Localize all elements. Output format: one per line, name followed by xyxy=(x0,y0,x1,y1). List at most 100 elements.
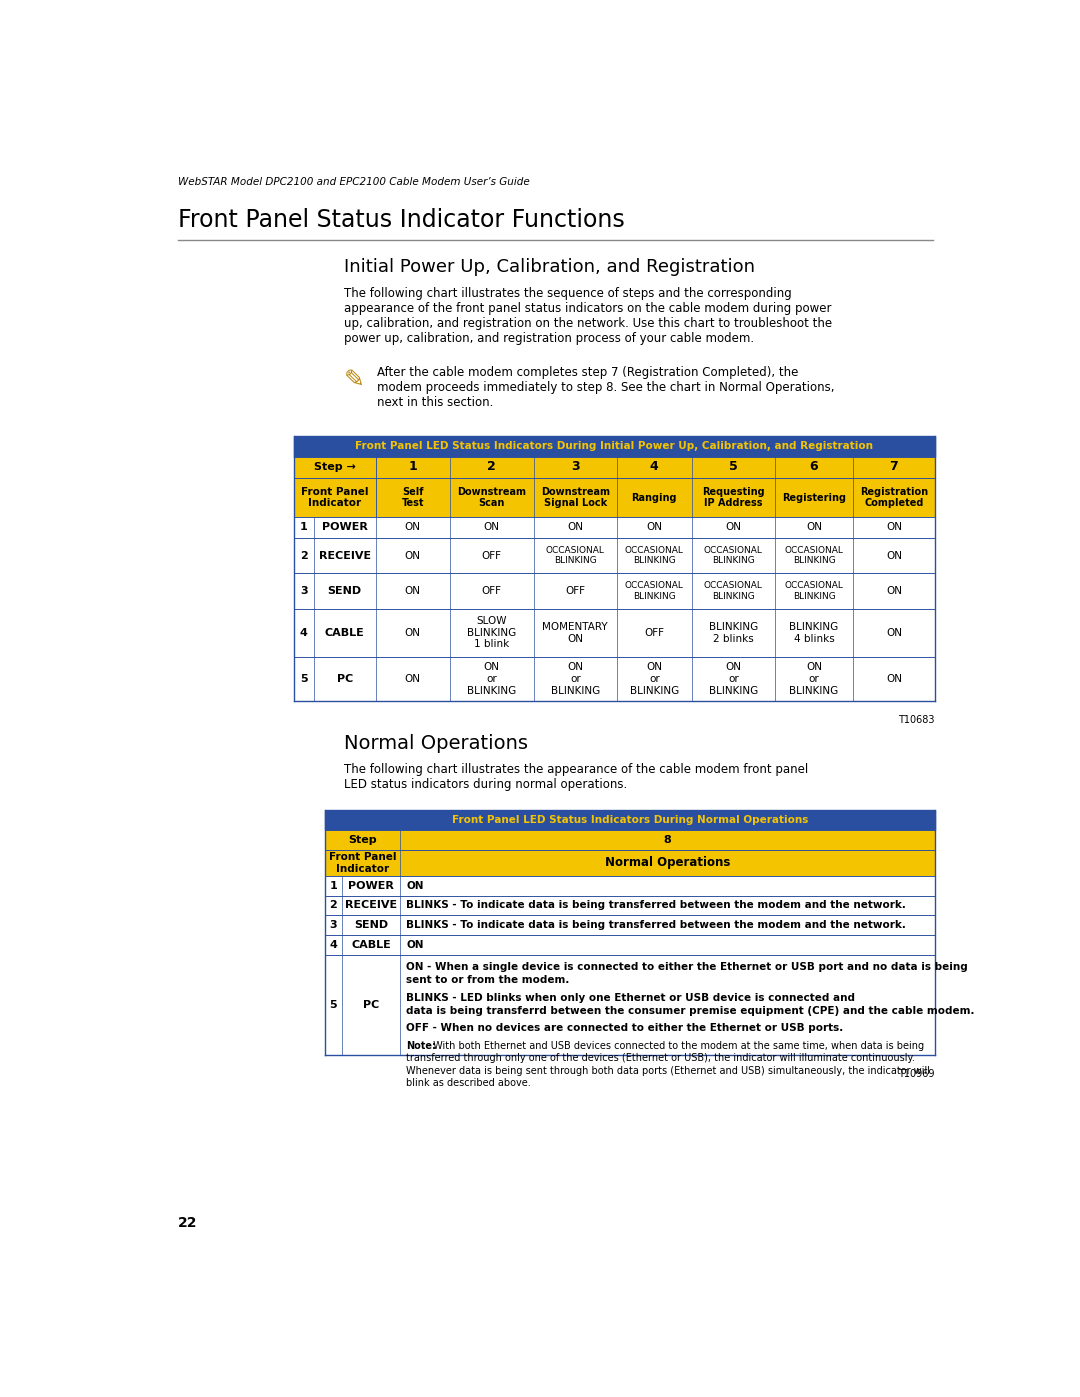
Text: blink as described above.: blink as described above. xyxy=(406,1078,531,1088)
Text: Initial Power Up, Calibration, and Registration: Initial Power Up, Calibration, and Regis… xyxy=(345,257,755,275)
Text: CABLE: CABLE xyxy=(351,940,391,950)
Bar xyxy=(294,657,935,701)
Bar xyxy=(294,573,935,609)
Text: BLINKS - To indicate data is being transferred between the modem and the network: BLINKS - To indicate data is being trans… xyxy=(406,921,906,930)
Text: ON: ON xyxy=(646,522,662,532)
Text: SEND: SEND xyxy=(354,921,388,930)
Text: WebSTAR Model DPC2100 and EPC2100 Cable Modem User’s Guide: WebSTAR Model DPC2100 and EPC2100 Cable … xyxy=(177,177,529,187)
Text: ON: ON xyxy=(886,522,902,532)
Text: 2: 2 xyxy=(300,550,308,560)
Text: OCCASIONAL
BLINKING: OCCASIONAL BLINKING xyxy=(625,546,684,566)
Text: ON: ON xyxy=(886,673,902,685)
Text: ON
or
BLINKING: ON or BLINKING xyxy=(551,662,599,696)
Text: 5: 5 xyxy=(329,1000,337,1010)
Text: Normal Operations: Normal Operations xyxy=(345,733,528,753)
Bar xyxy=(325,830,935,849)
Text: OCCASIONAL
BLINKING: OCCASIONAL BLINKING xyxy=(785,581,843,601)
Text: OCCASIONAL
BLINKING: OCCASIONAL BLINKING xyxy=(704,546,762,566)
Text: next in this section.: next in this section. xyxy=(377,397,494,409)
Text: 7: 7 xyxy=(890,461,899,474)
Bar xyxy=(294,478,935,517)
Text: ✎: ✎ xyxy=(345,367,365,391)
Text: ON
or
BLINKING: ON or BLINKING xyxy=(468,662,516,696)
Text: OFF: OFF xyxy=(482,550,502,560)
Text: Registering: Registering xyxy=(782,493,846,503)
Text: 2: 2 xyxy=(487,461,496,474)
Text: power up, calibration, and registration process of your cable modem.: power up, calibration, and registration … xyxy=(345,332,754,345)
Text: POWER: POWER xyxy=(322,522,367,532)
Text: BLINKS - LED blinks when only one Ethernet or USB device is connected and: BLINKS - LED blinks when only one Ethern… xyxy=(406,992,855,1003)
Text: 8: 8 xyxy=(663,835,672,845)
Text: ON
or
BLINKING: ON or BLINKING xyxy=(708,662,758,696)
Text: Self
Test: Self Test xyxy=(402,486,424,509)
Text: The following chart illustrates the sequence of steps and the corresponding: The following chart illustrates the sequ… xyxy=(345,286,792,300)
Text: PC: PC xyxy=(337,673,353,685)
Bar xyxy=(325,915,935,935)
Text: Front Panel
Indicator: Front Panel Indicator xyxy=(301,486,368,509)
Text: BLINKING
2 blinks: BLINKING 2 blinks xyxy=(708,622,758,644)
Text: Front Panel Status Indicator Functions: Front Panel Status Indicator Functions xyxy=(177,208,624,232)
Text: ON: ON xyxy=(567,522,583,532)
Text: OFF: OFF xyxy=(565,587,585,597)
Text: ON
or
BLINKING: ON or BLINKING xyxy=(630,662,679,696)
Text: data is being transferrd between the consumer premise equipment (CPE) and the ca: data is being transferrd between the con… xyxy=(406,1006,975,1016)
Text: Downstream
Signal Lock: Downstream Signal Lock xyxy=(541,486,610,509)
Text: 1: 1 xyxy=(329,882,337,891)
Text: MOMENTARY
ON: MOMENTARY ON xyxy=(542,622,608,644)
Text: 4: 4 xyxy=(650,461,659,474)
Text: 3: 3 xyxy=(571,461,580,474)
Text: Normal Operations: Normal Operations xyxy=(605,856,730,869)
Text: POWER: POWER xyxy=(348,882,394,891)
Text: OFF: OFF xyxy=(482,587,502,597)
Text: T10969: T10969 xyxy=(899,1069,935,1078)
Text: ON: ON xyxy=(405,550,421,560)
Text: Requesting
IP Address: Requesting IP Address xyxy=(702,486,765,509)
Text: SLOW
BLINKING
1 blink: SLOW BLINKING 1 blink xyxy=(468,616,516,650)
Text: Front Panel
Indicator: Front Panel Indicator xyxy=(328,852,396,873)
Text: ON
or
BLINKING: ON or BLINKING xyxy=(789,662,839,696)
Bar xyxy=(325,876,935,895)
Text: After the cable modem completes step 7 (Registration Completed), the: After the cable modem completes step 7 (… xyxy=(377,366,798,380)
Text: Step →: Step → xyxy=(314,462,355,472)
Text: Step: Step xyxy=(348,835,377,845)
Text: The following chart illustrates the appearance of the cable modem front panel: The following chart illustrates the appe… xyxy=(345,763,809,775)
Text: ON: ON xyxy=(886,627,902,637)
Text: With both Ethernet and USB devices connected to the modem at the same time, when: With both Ethernet and USB devices conne… xyxy=(430,1041,923,1051)
Text: LED status indicators during normal operations.: LED status indicators during normal oper… xyxy=(345,778,627,791)
Text: ON: ON xyxy=(405,627,421,637)
Text: RECEIVE: RECEIVE xyxy=(345,901,397,911)
Text: Whenever data is being sent through both data ports (Ethernet and USB) simultane: Whenever data is being sent through both… xyxy=(406,1066,930,1076)
Text: ON: ON xyxy=(806,522,822,532)
Text: sent to or from the modem.: sent to or from the modem. xyxy=(406,975,569,985)
Text: ON: ON xyxy=(886,587,902,597)
Text: OFF: OFF xyxy=(645,627,664,637)
Text: OCCASIONAL
BLINKING: OCCASIONAL BLINKING xyxy=(785,546,843,566)
Text: ON: ON xyxy=(484,522,500,532)
Text: Ranging: Ranging xyxy=(632,493,677,503)
Text: Registration
Completed: Registration Completed xyxy=(860,486,928,509)
Text: ON: ON xyxy=(405,673,421,685)
Bar xyxy=(294,538,935,573)
Text: PC: PC xyxy=(363,1000,379,1010)
Text: 2: 2 xyxy=(329,901,337,911)
Text: 3: 3 xyxy=(300,587,308,597)
Text: 22: 22 xyxy=(177,1217,198,1231)
Text: SEND: SEND xyxy=(327,587,362,597)
Bar xyxy=(294,609,935,657)
Text: 4: 4 xyxy=(300,627,308,637)
Text: OFF - When no devices are connected to either the Ethernet or USB ports.: OFF - When no devices are connected to e… xyxy=(406,1024,843,1034)
Bar xyxy=(294,457,935,478)
Text: OCCASIONAL
BLINKING: OCCASIONAL BLINKING xyxy=(625,581,684,601)
Text: ON - When a single device is connected to either the Ethernet or USB port and no: ON - When a single device is connected t… xyxy=(406,961,968,971)
Text: Downstream
Scan: Downstream Scan xyxy=(457,486,526,509)
Text: 1: 1 xyxy=(300,522,308,532)
Text: Front Panel LED Status Indicators During Initial Power Up, Calibration, and Regi: Front Panel LED Status Indicators During… xyxy=(355,441,874,451)
Text: ON: ON xyxy=(726,522,741,532)
Text: 4: 4 xyxy=(329,940,337,950)
Text: 6: 6 xyxy=(810,461,819,474)
Bar xyxy=(325,935,935,954)
Text: appearance of the front panel status indicators on the cable modem during power: appearance of the front panel status ind… xyxy=(345,302,832,314)
Text: BLINKING
4 blinks: BLINKING 4 blinks xyxy=(789,622,839,644)
Bar xyxy=(325,810,935,830)
Bar xyxy=(325,895,935,915)
